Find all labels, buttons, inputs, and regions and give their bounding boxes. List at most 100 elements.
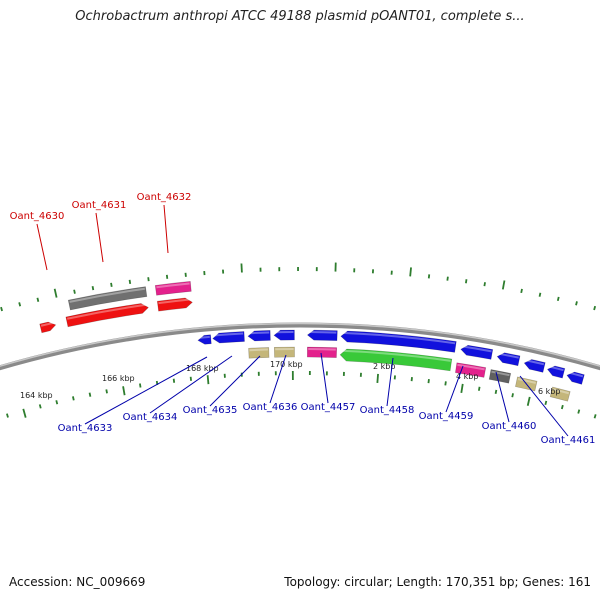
gene-oant-4631-b[interactable] bbox=[65, 303, 149, 328]
inner-tick bbox=[72, 396, 75, 401]
gene-oant-4461-shine bbox=[548, 365, 564, 372]
outer-tick bbox=[53, 288, 58, 298]
outer-tick bbox=[409, 267, 412, 277]
gene-oant-4458-shine bbox=[341, 331, 456, 345]
gene-oant-4459[interactable] bbox=[460, 344, 494, 360]
tick-label: 6 kbp bbox=[538, 387, 560, 396]
gene-label[interactable]: Oant_4460 bbox=[482, 421, 537, 432]
gene-oant-4460-pseudo-shine bbox=[517, 378, 536, 384]
gene-label-leader bbox=[163, 204, 169, 254]
gene-oant-4635[interactable] bbox=[247, 330, 271, 342]
gene-oant-4460-gray[interactable] bbox=[488, 369, 512, 384]
plasmid-backbone-highlight bbox=[0, 322, 600, 367]
gene-label-leader bbox=[36, 223, 48, 271]
inner-tick bbox=[560, 404, 564, 410]
gene-label[interactable]: Oant_4461 bbox=[541, 435, 596, 446]
gene-oant-4458-b[interactable] bbox=[339, 348, 453, 372]
gene-oant-4635-pseudo[interactable] bbox=[248, 347, 270, 359]
inner-tick bbox=[511, 393, 514, 398]
gene-label[interactable]: Oant_4635 bbox=[183, 405, 238, 416]
inner-tick bbox=[544, 400, 548, 406]
inner-tick bbox=[6, 413, 9, 418]
inner-tick bbox=[206, 375, 210, 385]
gene-label-leader bbox=[495, 371, 510, 423]
inner-tick bbox=[593, 414, 597, 419]
inner-tick bbox=[577, 409, 581, 414]
inner-tick bbox=[444, 381, 447, 386]
gene-label[interactable]: Oant_4630 bbox=[10, 211, 65, 222]
gene-oant-4632-b[interactable] bbox=[156, 297, 193, 312]
gene-oant-4635-pseudo-shine bbox=[249, 348, 268, 352]
outer-tick bbox=[73, 289, 76, 294]
gene-label-leader bbox=[269, 354, 287, 404]
gene-label-leader bbox=[149, 355, 233, 414]
gene-oant-4630-shine bbox=[40, 321, 55, 327]
outer-tick bbox=[110, 282, 113, 287]
inner-tick bbox=[38, 404, 42, 409]
gene-oant-4460-shine bbox=[498, 352, 519, 359]
inner-tick bbox=[376, 373, 379, 384]
gene-oant-4457-rna[interactable] bbox=[306, 346, 338, 358]
tick-labels: 164 kbp 166 kbp 168 kbp 170 kbp 2 kbp 4 kbp 6 … bbox=[20, 360, 560, 400]
gene-oant-4461[interactable] bbox=[546, 365, 566, 379]
gene-oant-4460[interactable] bbox=[496, 352, 521, 367]
gene-oant-4460-b-shine bbox=[525, 359, 545, 366]
gene-oant-4457[interactable] bbox=[306, 329, 338, 341]
tick-label: 168 kbp bbox=[186, 364, 219, 373]
gene-oant-4459-shine bbox=[462, 345, 492, 353]
inner-tick bbox=[55, 400, 59, 405]
gene-label-leader bbox=[519, 375, 569, 437]
plasmid-backbone bbox=[0, 322, 600, 371]
map-title: Ochrobactrum anthropi ATCC 49188 plasmid… bbox=[75, 9, 525, 24]
gene-oant-4632[interactable] bbox=[154, 281, 192, 296]
outer-tick-ring bbox=[0, 262, 597, 312]
outer-tick bbox=[128, 279, 132, 284]
inner-tick bbox=[139, 383, 142, 388]
gene-oant-4461-b[interactable] bbox=[566, 371, 585, 385]
inner-tick bbox=[105, 389, 108, 394]
gene-oant-4632-shine bbox=[156, 282, 190, 289]
tick-label: 170 kbp bbox=[270, 360, 303, 369]
gene-oant-4460-gray-shine bbox=[491, 370, 510, 377]
outer-tick bbox=[501, 280, 506, 290]
genome-summary-text: Topology: circular; Length: 170,351 bp; … bbox=[284, 575, 591, 589]
outer-tick bbox=[0, 306, 3, 312]
outer-tick bbox=[593, 305, 597, 311]
gene-oant-4634[interactable] bbox=[212, 331, 245, 344]
inner-tick bbox=[22, 408, 27, 418]
gene-label[interactable]: Oant_4632 bbox=[137, 192, 192, 203]
gene-label[interactable]: Oant_4457 bbox=[301, 402, 356, 413]
inner-tick bbox=[526, 396, 531, 406]
gene-oant-4458[interactable] bbox=[340, 330, 457, 353]
outer-tick bbox=[446, 276, 449, 281]
gene-oant-4461-pseudo[interactable] bbox=[549, 386, 571, 402]
gene-oant-4634-shine bbox=[213, 332, 244, 337]
gene-label[interactable]: Oant_4459 bbox=[419, 411, 474, 422]
gene-label-leader bbox=[445, 365, 464, 413]
gene-oant-4457-shine bbox=[308, 331, 337, 334]
gene-label[interactable]: Oant_4458 bbox=[360, 405, 415, 416]
outer-tick bbox=[18, 302, 22, 307]
gene-label[interactable]: Oant_4631 bbox=[72, 200, 127, 211]
gene-oant-4630[interactable] bbox=[39, 321, 57, 334]
gene-label-leader bbox=[84, 356, 208, 425]
gene-oant-4457-rna-shine bbox=[308, 348, 336, 351]
gene-oant-4631[interactable] bbox=[67, 286, 148, 311]
gene-oant-4633-shine bbox=[198, 335, 210, 339]
gene-oant-4636-pseudo[interactable] bbox=[273, 346, 295, 358]
gene-oant-4460-b[interactable] bbox=[523, 359, 546, 373]
gene-oant-4631-b-shine bbox=[67, 303, 148, 320]
gene-oant-4636[interactable] bbox=[273, 329, 295, 341]
outer-tick bbox=[36, 297, 40, 302]
inner-tick bbox=[88, 392, 92, 397]
outer-tick bbox=[465, 279, 468, 284]
gene-label[interactable]: Oant_4633 bbox=[58, 423, 113, 434]
gene-oant-4633[interactable] bbox=[197, 334, 212, 345]
inner-tick bbox=[122, 386, 126, 396]
outer-tick bbox=[575, 301, 578, 306]
gene-label[interactable]: Oant_4636 bbox=[243, 402, 298, 413]
gene-oant-4631-shine bbox=[69, 287, 145, 303]
gene-oant-4632-b-shine bbox=[158, 298, 192, 305]
gene-label[interactable]: Oant_4634 bbox=[123, 412, 178, 423]
